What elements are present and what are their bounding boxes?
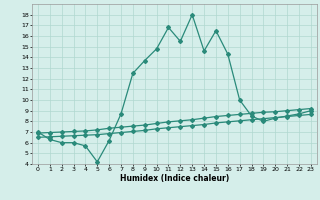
X-axis label: Humidex (Indice chaleur): Humidex (Indice chaleur) xyxy=(120,174,229,183)
